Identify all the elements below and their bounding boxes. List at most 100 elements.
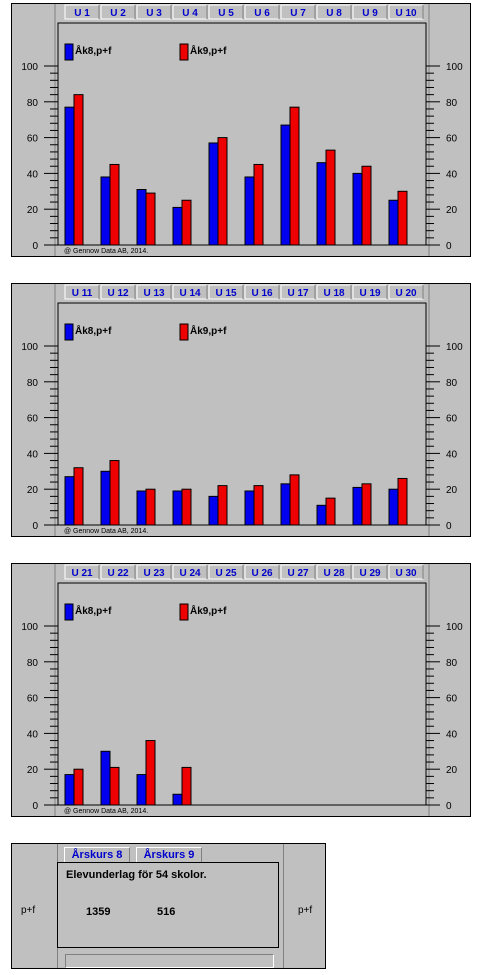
bar-series-1 (100, 750, 111, 806)
side-label-left: p+f (21, 905, 36, 916)
y-tick-label-right: 100 (446, 622, 463, 633)
bar-series-1 (208, 142, 219, 246)
y-tick-label-left: 80 (27, 378, 39, 389)
category-tab-label: U 20 (395, 288, 417, 299)
bar-series-2 (109, 766, 120, 806)
legend-swatch-series-2 (179, 323, 189, 341)
bar-series-1 (136, 490, 147, 526)
summary-scroll-track[interactable] (65, 954, 274, 968)
bar-series-2 (361, 483, 372, 526)
y-tick-label-left: 40 (27, 729, 39, 740)
bar-series-1 (388, 488, 399, 526)
y-tick-label-right: 40 (446, 169, 458, 180)
tab-grade-8[interactable]: Årskurs 8 (64, 847, 130, 863)
chart-panel-2: U 11 U 12 U 13 U 14 U 15 U 16 U 17 U 18 U 19 U 20… (11, 283, 471, 537)
category-tab-label: U 15 (215, 288, 237, 299)
legend-label-series-2: Åk9,p+f (190, 44, 227, 57)
y-tick-label-right: 60 (446, 414, 458, 425)
bar-series-1 (64, 476, 75, 526)
category-tab-label: U 5 (218, 8, 234, 19)
legend-swatch-series-1 (64, 43, 74, 61)
y-tick-label-right: 20 (446, 205, 458, 216)
y-tick-label-right: 0 (446, 801, 452, 812)
category-tab-label: U 30 (395, 568, 417, 579)
category-tab-label: U 27 (287, 568, 309, 579)
legend-label-series-1: Åk8,p+f (75, 44, 112, 57)
category-tab-label: U 11 (72, 288, 93, 299)
bar-series-1 (172, 206, 183, 246)
category-tab-label: U 7 (290, 8, 306, 19)
y-tick-label-right: 60 (446, 694, 458, 705)
bar-series-1 (388, 199, 399, 246)
category-tab-label: U 14 (179, 288, 201, 299)
bar-series-1 (208, 495, 219, 526)
bar-series-2 (289, 106, 300, 246)
y-tick-label-left: 80 (27, 658, 39, 669)
bar-series-2 (181, 766, 192, 806)
tab-grade-9[interactable]: Årskurs 9 (136, 847, 202, 863)
y-tick-label-right: 100 (446, 342, 463, 353)
bar-series-2 (181, 488, 192, 526)
count-grade-8: 1359 (86, 906, 111, 918)
bar-series-2 (145, 192, 156, 246)
y-tick-label-left: 80 (27, 98, 39, 109)
copyright-notice: @ Gennow Data AB, 2014. (64, 528, 148, 535)
category-tab-label: U 2 (110, 8, 126, 19)
category-tab-label: U 28 (323, 568, 345, 579)
bar-series-1 (136, 774, 147, 806)
bar-series-1 (172, 490, 183, 526)
y-tick-label-left: 60 (27, 134, 39, 145)
bar-series-2 (325, 497, 336, 526)
category-tab-label: U 16 (251, 288, 273, 299)
chart-svg: U 1 U 2 U 3 U 4 U 5 U 6 U 7 U 8 U 9 U 10 0 0 20 20 40 4… (21, 4, 463, 256)
copyright-notice: @ Gennow Data AB, 2014. (64, 808, 148, 815)
category-tab-label: U 23 (143, 568, 165, 579)
summary-box: Elevunderlag för 54 skolor. 1359 516 (57, 862, 279, 948)
summary-divider-right (283, 844, 284, 968)
bar-series-1 (352, 172, 363, 246)
category-tab-label: U 13 (143, 288, 165, 299)
copyright-notice: @ Gennow Data AB, 2014. (64, 248, 148, 255)
bar-series-2 (325, 149, 336, 246)
y-tick-label-right: 40 (446, 729, 458, 740)
category-tab-label: U 6 (254, 8, 270, 19)
category-tab-label: U 25 (215, 568, 237, 579)
y-tick-label-right: 20 (446, 485, 458, 496)
bar-series-2 (361, 165, 372, 246)
bar-series-1 (280, 124, 291, 246)
bar-series-2 (217, 137, 228, 246)
bar-series-1 (172, 793, 183, 806)
bar-series-2 (253, 485, 264, 526)
bar-series-1 (280, 483, 291, 526)
chart-panel-1: U 1 U 2 U 3 U 4 U 5 U 6 U 7 U 8 U 9 U 10 0 0 20 20 40 4… (11, 3, 471, 257)
side-label-right: p+f (298, 905, 313, 916)
y-tick-label-left: 60 (27, 694, 39, 705)
legend-swatch-series-2 (179, 43, 189, 61)
bar-series-2 (397, 477, 408, 526)
category-tab-label: U 1 (74, 8, 90, 19)
y-tick-label-right: 100 (446, 62, 463, 73)
y-tick-label-left: 100 (21, 62, 38, 73)
bar-series-2 (109, 163, 120, 246)
y-tick-label-left: 0 (32, 801, 38, 812)
y-tick-label-left: 0 (32, 241, 38, 252)
y-tick-label-left: 20 (27, 205, 39, 216)
y-tick-label-right: 40 (446, 449, 458, 460)
bar-series-1 (64, 106, 75, 246)
y-tick-label-right: 80 (446, 98, 458, 109)
bar-series-1 (100, 470, 111, 526)
y-tick-label-left: 60 (27, 414, 39, 425)
bar-series-2 (145, 740, 156, 806)
category-tab-label: U 24 (179, 568, 201, 579)
category-tab-label: U 22 (107, 568, 129, 579)
chart-svg: U 21 U 22 U 23 U 24 U 25 U 26 U 27 U 28 U 29 U 30… (21, 564, 463, 816)
category-tab-label: U 17 (287, 288, 309, 299)
category-tab-label: U 21 (71, 568, 93, 579)
legend-swatch-series-2 (179, 603, 189, 621)
bar-series-2 (73, 94, 84, 246)
category-tab-label: U 4 (182, 8, 198, 19)
legend-label-series-1: Åk8,p+f (75, 324, 112, 337)
bar-series-2 (289, 474, 300, 526)
legend-label-series-2: Åk9,p+f (190, 604, 227, 617)
y-tick-label-right: 0 (446, 521, 452, 532)
